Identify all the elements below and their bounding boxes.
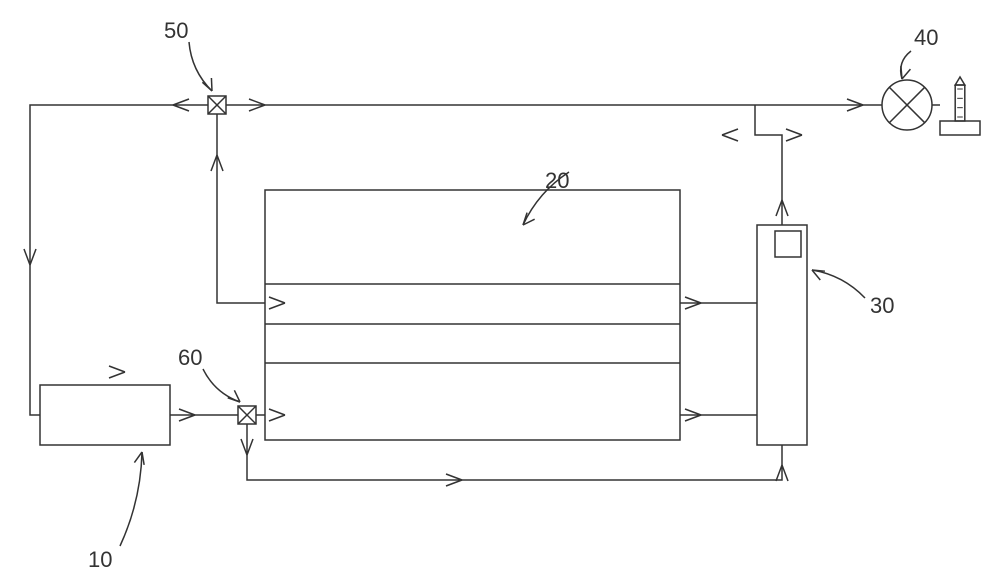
reference-label: 10 (88, 547, 112, 572)
motor-symbol (940, 77, 980, 135)
label-leader-arrow (134, 452, 144, 465)
flow-arrow (786, 129, 802, 141)
reference-label: 20 (545, 168, 569, 193)
reference-label: 40 (914, 25, 938, 50)
pipe (217, 114, 265, 303)
label-leader (120, 452, 142, 546)
schematic-diagram: 10 20 30 40 50 60 (0, 0, 1000, 587)
reference-label: 30 (870, 293, 894, 318)
pipe (755, 105, 782, 225)
flow-arrow (269, 297, 285, 309)
label-leader-arrow (901, 66, 911, 79)
flow-arrow (269, 409, 285, 421)
reference-label: 50 (164, 18, 188, 43)
label-leader (189, 42, 212, 91)
component-30 (757, 225, 807, 445)
pipe (247, 424, 782, 480)
component-30-port (775, 231, 801, 257)
flow-arrow (109, 366, 125, 378)
component-10 (40, 385, 170, 445)
reference-label: 60 (178, 345, 202, 370)
flow-arrow (722, 129, 738, 141)
label-leader-arrow (202, 78, 212, 91)
label-leader-arrow (228, 390, 240, 402)
label-leader (203, 369, 240, 402)
label-leader (812, 270, 865, 298)
component-20 (265, 190, 680, 440)
